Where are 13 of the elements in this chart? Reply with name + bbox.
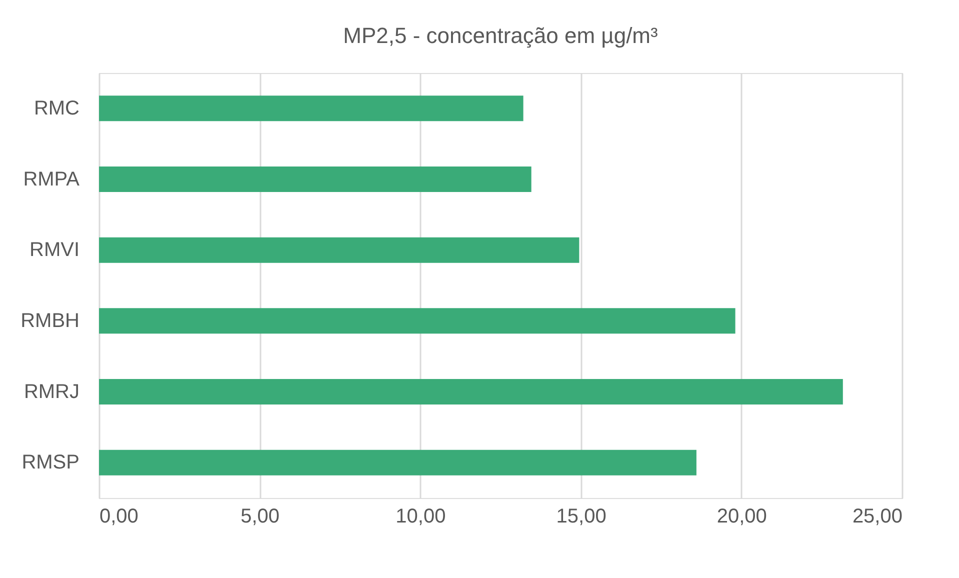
x-tick-label: 15,00 xyxy=(556,506,606,528)
y-tick-label: RMRJ xyxy=(24,380,80,403)
y-tick-label: RMC xyxy=(34,97,80,120)
x-tick-label: 5,00 xyxy=(240,506,280,528)
y-tick-label: RMBH xyxy=(20,310,80,332)
x-tick-label: 10,00 xyxy=(396,506,446,528)
y-tick-label: RMVI xyxy=(30,239,80,262)
y-tick-label: RMPA xyxy=(23,168,80,190)
x-tick-label: 25,00 xyxy=(852,506,902,528)
x-tick-label: 20,00 xyxy=(716,506,767,528)
chart-title: MP2,5 - concentração em µg/m³ xyxy=(343,23,658,48)
y-tick-label: RMSP xyxy=(22,452,80,474)
x-tick-label: 0,00 xyxy=(100,506,138,528)
